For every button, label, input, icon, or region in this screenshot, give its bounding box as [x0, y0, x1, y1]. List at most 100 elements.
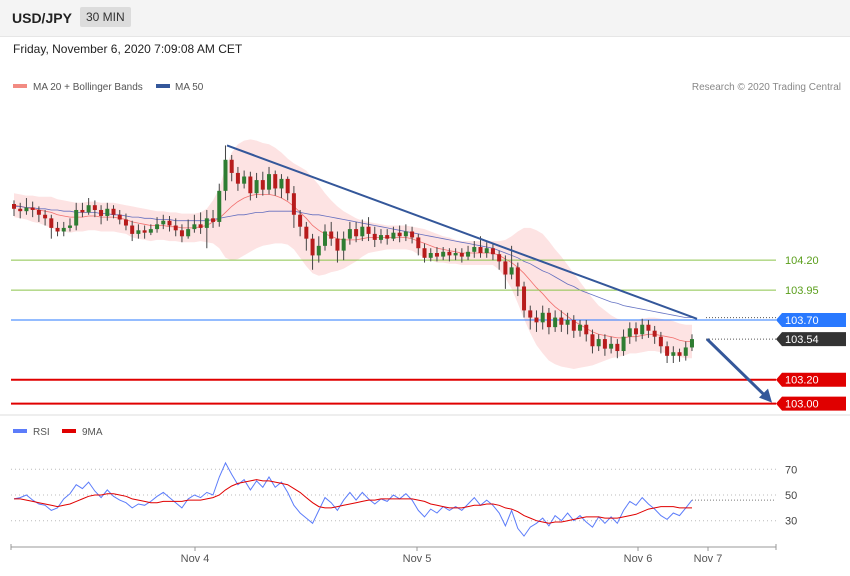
candle — [316, 236, 321, 263]
candle — [267, 166, 272, 195]
candle — [204, 209, 209, 249]
candle — [155, 217, 160, 233]
ma50-legend-swatch — [156, 84, 170, 88]
candle — [99, 205, 104, 225]
candle — [111, 205, 116, 219]
candle-body — [323, 231, 327, 246]
ma9-legend-swatch — [62, 429, 76, 433]
candle-body — [540, 312, 545, 323]
candle — [472, 241, 477, 258]
candle — [397, 225, 402, 243]
candle — [459, 248, 464, 263]
candle — [484, 242, 489, 258]
candle-body — [18, 208, 23, 212]
candle — [211, 209, 216, 228]
pivot-label: 103.70 — [785, 315, 819, 327]
candle — [55, 221, 60, 237]
candle — [167, 215, 172, 232]
candle-body — [36, 209, 41, 215]
header-bar: USD/JPY 30 MIN — [0, 0, 850, 37]
candle — [329, 221, 334, 246]
candle-body — [304, 226, 309, 239]
candle-body — [378, 235, 383, 240]
candle — [671, 346, 676, 363]
candle — [92, 200, 97, 218]
pivot-badge — [776, 312, 846, 327]
candle — [260, 171, 265, 196]
candle — [403, 224, 408, 242]
ma50-line — [14, 206, 692, 318]
candle — [453, 248, 458, 261]
candle — [24, 198, 29, 215]
rsi-line — [13, 461, 693, 537]
candle — [391, 226, 396, 242]
candle-body — [683, 347, 688, 356]
rsi-level-label-70: 70 — [785, 464, 797, 476]
candle — [130, 220, 135, 242]
candle — [466, 245, 471, 261]
candle-body — [441, 251, 446, 257]
candle — [665, 341, 670, 363]
candle-body — [217, 190, 222, 222]
candle — [248, 171, 253, 201]
candle-body — [67, 225, 72, 228]
candle — [503, 255, 508, 289]
candle — [609, 336, 614, 354]
candle — [242, 170, 247, 189]
candle — [80, 202, 85, 218]
ma20-legend-label: MA 20 + Bollinger Bands — [33, 82, 143, 93]
forecast-arrow-shaft — [705, 338, 767, 397]
candle — [347, 221, 352, 245]
candle — [198, 212, 203, 234]
rsi-legend-label: RSI — [33, 427, 50, 438]
candle-body — [397, 232, 402, 237]
candle — [179, 224, 184, 243]
candle-body — [665, 346, 670, 356]
candle — [522, 281, 527, 318]
candle-body — [242, 176, 247, 184]
timeframe-badge[interactable]: 30 MIN — [80, 7, 131, 27]
resistance-label-1: 103.95 — [785, 285, 819, 297]
forecast-arrow-head — [759, 388, 772, 403]
candle — [12, 200, 16, 216]
candle — [677, 348, 682, 362]
candle-body — [61, 227, 66, 232]
candle — [161, 214, 166, 230]
candle-body — [596, 339, 601, 347]
candle-body — [466, 251, 471, 257]
candle-body — [658, 336, 663, 347]
candle — [627, 322, 632, 344]
candle — [584, 319, 589, 342]
candle — [441, 247, 446, 261]
candle-body — [621, 336, 626, 352]
candle-body — [553, 317, 558, 328]
candle — [335, 231, 340, 263]
candle — [43, 209, 48, 226]
candle-body — [385, 235, 390, 239]
candle-body — [584, 324, 589, 335]
candle-body — [434, 253, 439, 257]
candle-body — [571, 319, 576, 331]
candle-body — [192, 224, 197, 230]
candle — [602, 334, 607, 356]
candle-body — [99, 209, 104, 216]
candle — [310, 233, 315, 270]
candle — [229, 154, 234, 182]
candles — [12, 145, 694, 363]
candle-body — [484, 248, 489, 254]
rsi-level-label-50: 50 — [785, 490, 797, 502]
candle-body — [416, 237, 421, 249]
rsi-panel: 30 50 70 — [11, 461, 797, 537]
candle — [291, 186, 296, 228]
candle — [354, 221, 359, 243]
candle-body — [310, 238, 315, 256]
candle — [434, 247, 439, 262]
candle — [117, 209, 122, 225]
candle-body — [173, 225, 178, 231]
candle-body — [534, 317, 539, 323]
candle — [571, 315, 576, 338]
candle-body — [229, 159, 234, 173]
candle — [192, 214, 197, 233]
candle-body — [86, 205, 91, 213]
candle-body — [354, 229, 359, 237]
